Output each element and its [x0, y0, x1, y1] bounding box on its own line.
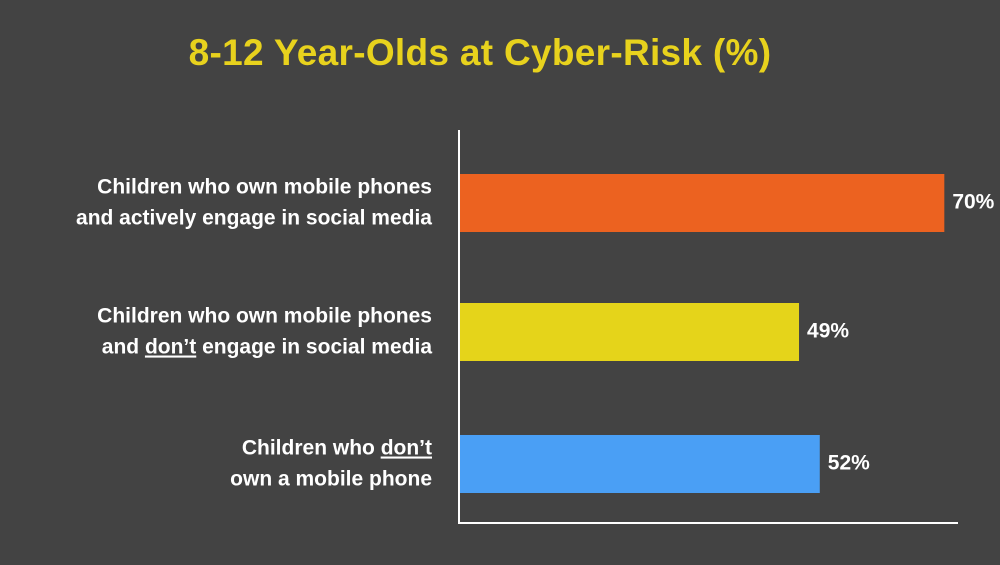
category-label-line: Children who own mobile phones — [97, 304, 432, 327]
chart-title: 8-12 Year-Olds at Cyber-Risk (%) — [188, 32, 772, 73]
bar-3 — [460, 435, 820, 493]
category-label-2: Children who own mobile phones and don’t … — [97, 304, 432, 358]
category-label-3: Children who don’t own a mobile phone — [230, 436, 432, 490]
value-label-2: 49% — [807, 320, 849, 343]
bar-1 — [460, 174, 945, 232]
category-label-line: own a mobile phone — [230, 467, 432, 490]
bars-layer — [460, 174, 945, 493]
value-labels: 70% 49% 52% — [807, 191, 995, 475]
value-label-3: 52% — [828, 452, 870, 475]
category-label-line: and actively engage in social media — [76, 206, 432, 229]
category-label-line: Children who own mobile phones — [97, 175, 432, 198]
category-label-1: Children who own mobile phones and active… — [76, 175, 432, 229]
category-label-line: Children who don’t — [242, 436, 432, 459]
bar-2 — [460, 303, 800, 361]
category-labels: Children who own mobile phones and active… — [76, 175, 432, 490]
value-label-1: 70% — [952, 191, 994, 214]
category-label-line: and don’t engage in social media — [102, 335, 433, 358]
